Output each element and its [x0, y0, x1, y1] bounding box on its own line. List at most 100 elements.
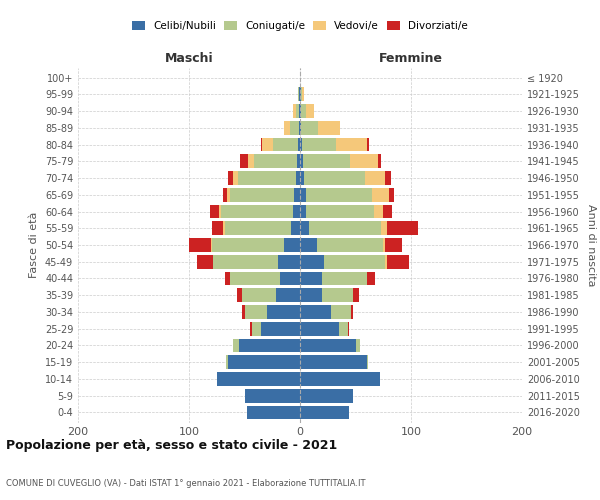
Bar: [300, 204, 305, 218]
Bar: [300, 389, 353, 402]
Bar: [227, 188, 230, 202]
Bar: [351, 305, 353, 319]
Bar: [331, 305, 351, 319]
Bar: [242, 305, 245, 319]
Bar: [304, 154, 350, 168]
Bar: [300, 104, 301, 118]
Bar: [300, 255, 325, 268]
Bar: [300, 272, 322, 285]
Bar: [197, 255, 214, 268]
Bar: [274, 138, 298, 151]
Bar: [383, 238, 385, 252]
Bar: [367, 138, 369, 151]
Bar: [275, 288, 300, 302]
Bar: [374, 204, 383, 218]
Bar: [261, 322, 300, 336]
Bar: [295, 188, 300, 202]
Bar: [300, 138, 302, 151]
Bar: [237, 288, 242, 302]
Text: Femmine: Femmine: [379, 52, 443, 65]
Bar: [385, 238, 402, 252]
Bar: [318, 121, 340, 134]
Bar: [381, 222, 386, 235]
Bar: [300, 121, 301, 134]
Bar: [301, 104, 305, 118]
Bar: [210, 204, 219, 218]
Bar: [214, 255, 278, 268]
Bar: [378, 154, 381, 168]
Y-axis label: Anni di nascita: Anni di nascita: [586, 204, 596, 286]
Bar: [317, 238, 383, 252]
Bar: [262, 138, 274, 151]
Bar: [300, 288, 322, 302]
Bar: [245, 305, 266, 319]
Bar: [212, 238, 284, 252]
Bar: [278, 255, 300, 268]
Bar: [233, 171, 238, 185]
Text: Popolazione per età, sesso e stato civile - 2021: Popolazione per età, sesso e stato civil…: [6, 440, 337, 452]
Bar: [385, 255, 386, 268]
Bar: [250, 322, 252, 336]
Bar: [290, 121, 299, 134]
Legend: Celibi/Nubili, Coniugati/e, Vedovi/e, Divorziati/e: Celibi/Nubili, Coniugati/e, Vedovi/e, Di…: [129, 18, 471, 34]
Bar: [300, 305, 331, 319]
Bar: [301, 88, 302, 101]
Bar: [305, 104, 314, 118]
Bar: [300, 322, 339, 336]
Bar: [300, 238, 317, 252]
Bar: [248, 154, 254, 168]
Bar: [238, 171, 296, 185]
Bar: [300, 171, 304, 185]
Bar: [322, 272, 367, 285]
Bar: [239, 338, 300, 352]
Bar: [300, 154, 304, 168]
Bar: [293, 104, 296, 118]
Bar: [296, 154, 300, 168]
Bar: [291, 222, 300, 235]
Bar: [385, 171, 391, 185]
Bar: [304, 171, 365, 185]
Bar: [339, 322, 348, 336]
Bar: [299, 88, 300, 101]
Bar: [386, 222, 418, 235]
Y-axis label: Fasce di età: Fasce di età: [29, 212, 39, 278]
Bar: [299, 121, 300, 134]
Bar: [355, 338, 360, 352]
Bar: [266, 305, 300, 319]
Bar: [296, 104, 299, 118]
Bar: [300, 222, 309, 235]
Bar: [305, 204, 374, 218]
Bar: [230, 188, 295, 202]
Text: Maschi: Maschi: [164, 52, 214, 65]
Bar: [300, 372, 380, 386]
Bar: [211, 238, 212, 252]
Bar: [305, 188, 372, 202]
Bar: [284, 121, 290, 134]
Bar: [322, 288, 353, 302]
Bar: [300, 338, 355, 352]
Bar: [280, 272, 300, 285]
Bar: [365, 171, 385, 185]
Bar: [300, 356, 367, 369]
Bar: [367, 272, 376, 285]
Bar: [242, 288, 275, 302]
Bar: [228, 171, 233, 185]
Bar: [293, 204, 300, 218]
Bar: [252, 322, 261, 336]
Bar: [189, 238, 211, 252]
Bar: [226, 356, 228, 369]
Bar: [302, 88, 304, 101]
Bar: [217, 372, 300, 386]
Bar: [224, 272, 230, 285]
Bar: [298, 138, 300, 151]
Bar: [223, 188, 227, 202]
Bar: [296, 171, 300, 185]
Bar: [386, 255, 409, 268]
Bar: [309, 222, 381, 235]
Bar: [221, 204, 293, 218]
Bar: [223, 222, 224, 235]
Bar: [261, 138, 262, 151]
Bar: [240, 154, 248, 168]
Bar: [300, 88, 301, 101]
Bar: [254, 154, 296, 168]
